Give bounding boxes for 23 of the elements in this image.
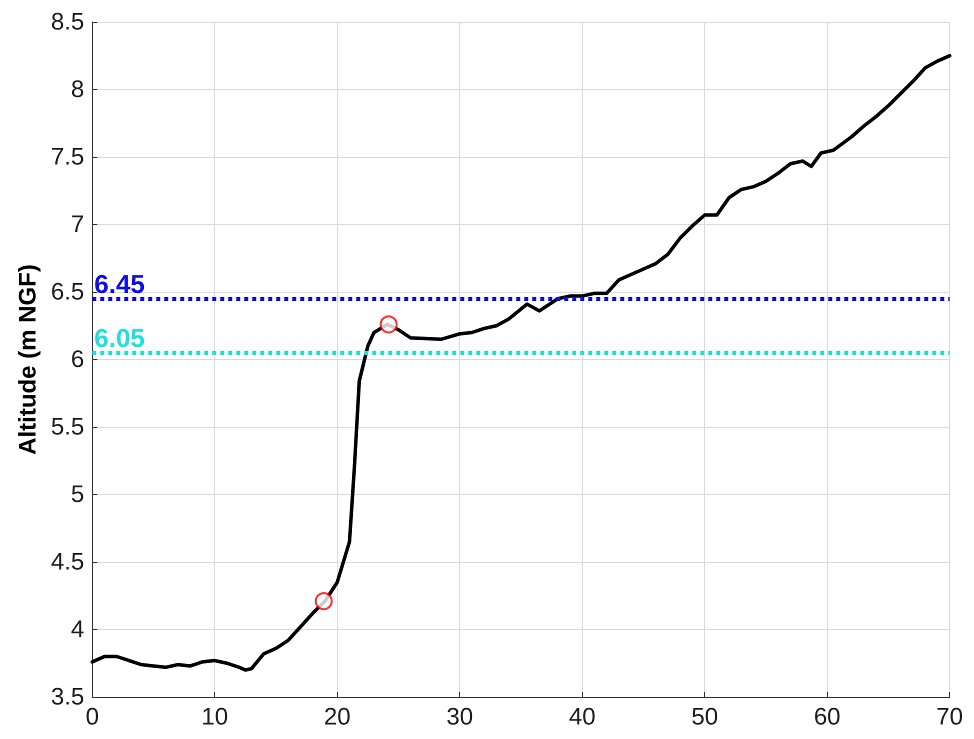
y-tick-label: 5.5 xyxy=(50,414,84,440)
x-tick-label: 50 xyxy=(691,704,718,730)
line-series xyxy=(90,54,952,672)
ref-line-label: 6.05 xyxy=(94,322,145,353)
y-tick-label: 3.5 xyxy=(50,684,84,710)
y-tick-label: 7.5 xyxy=(50,144,84,170)
x-tick-label: 40 xyxy=(568,704,596,730)
y-tick-label: 8 xyxy=(70,76,84,103)
x-tick-label: 10 xyxy=(201,704,228,730)
x-tick-label: 30 xyxy=(446,704,474,730)
x-tick-label: 20 xyxy=(324,704,351,730)
y-tick-label: 5 xyxy=(70,481,84,508)
y-axis-title: Altitude (m NGF) xyxy=(14,264,42,455)
y-tick-label: 6.5 xyxy=(50,278,84,306)
y-tick-label: 4.5 xyxy=(50,548,84,576)
ref-line-label: 6.45 xyxy=(94,268,145,299)
x-tick-label: 0 xyxy=(86,704,99,730)
x-tick-label: 60 xyxy=(814,704,841,730)
y-tick-label: 4 xyxy=(70,616,84,643)
y-tick-label: 8.5 xyxy=(50,8,84,36)
y-tick-label: 7 xyxy=(70,211,84,238)
y-tick-label: 6 xyxy=(70,346,84,373)
x-tick-label: 70 xyxy=(936,704,964,730)
